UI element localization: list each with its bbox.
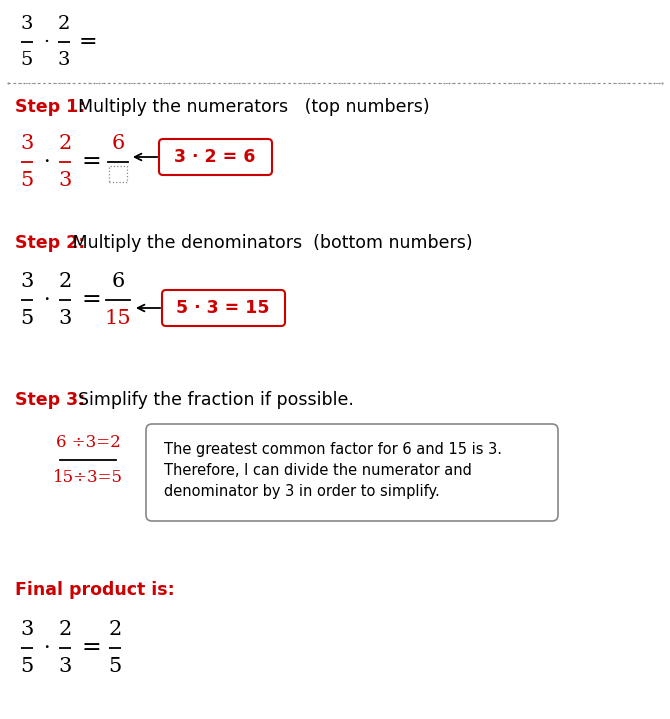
- Text: 3: 3: [58, 309, 72, 328]
- Text: =: =: [81, 288, 101, 311]
- Text: 6 ÷3=2: 6 ÷3=2: [56, 434, 121, 451]
- Text: 15: 15: [105, 309, 131, 328]
- Text: 5: 5: [20, 171, 34, 190]
- Text: Final product is:: Final product is:: [15, 581, 175, 599]
- Text: Multiply the denominators  (bottom numbers): Multiply the denominators (bottom number…: [67, 234, 472, 252]
- Text: 2: 2: [109, 620, 122, 639]
- Text: Simplify the fraction if possible.: Simplify the fraction if possible.: [67, 391, 354, 409]
- FancyBboxPatch shape: [146, 424, 558, 521]
- Text: ·: ·: [43, 638, 50, 657]
- Text: 5: 5: [109, 657, 122, 676]
- Text: 5: 5: [21, 51, 34, 69]
- Text: =: =: [78, 31, 97, 53]
- Text: 3: 3: [20, 272, 34, 291]
- Text: 6: 6: [111, 134, 125, 153]
- Text: 2: 2: [58, 272, 72, 291]
- Text: 3: 3: [20, 620, 34, 639]
- Text: 3: 3: [21, 15, 34, 33]
- FancyBboxPatch shape: [159, 139, 272, 175]
- Text: 15÷3=5: 15÷3=5: [53, 469, 123, 486]
- Text: 6: 6: [111, 272, 125, 291]
- Text: Step 1:: Step 1:: [15, 98, 85, 116]
- Text: 3: 3: [20, 134, 34, 153]
- Text: 5 · 3 = 15: 5 · 3 = 15: [176, 299, 270, 317]
- Text: 3: 3: [58, 171, 72, 190]
- Text: 3: 3: [58, 657, 72, 676]
- Text: 2: 2: [58, 15, 70, 33]
- Text: 3 · 2 = 6: 3 · 2 = 6: [174, 148, 256, 166]
- Text: ·: ·: [43, 290, 50, 309]
- Text: =: =: [81, 636, 101, 659]
- Text: 2: 2: [58, 134, 72, 153]
- FancyBboxPatch shape: [162, 290, 285, 326]
- Text: 5: 5: [20, 309, 34, 328]
- Text: Step 3:: Step 3:: [15, 391, 85, 409]
- Text: Multiply the numerators   (top numbers): Multiply the numerators (top numbers): [67, 98, 429, 116]
- Bar: [109, 166, 127, 182]
- Text: ·: ·: [43, 152, 50, 172]
- Text: Step 2:: Step 2:: [15, 234, 85, 252]
- Text: ·: ·: [43, 33, 49, 51]
- Text: =: =: [81, 150, 101, 173]
- Text: The greatest common factor for 6 and 15 is 3.
Therefore, I can divide the numera: The greatest common factor for 6 and 15 …: [164, 442, 502, 499]
- Text: 3: 3: [58, 51, 70, 69]
- Text: 5: 5: [20, 657, 34, 676]
- Text: 2: 2: [58, 620, 72, 639]
